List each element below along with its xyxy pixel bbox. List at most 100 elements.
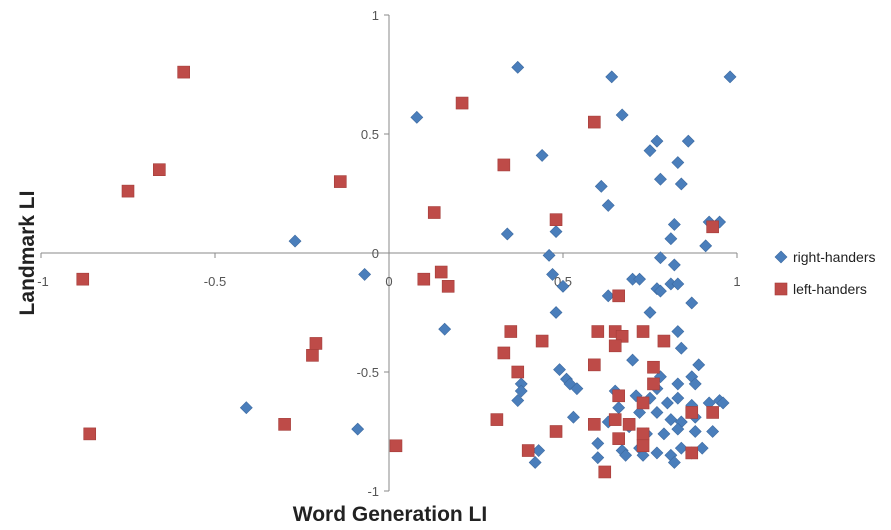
data-point-left-handers	[490, 413, 504, 426]
y-tick-label: -0.5	[357, 365, 379, 380]
data-point-right-handers	[664, 232, 678, 246]
series-right-handers	[239, 60, 737, 469]
data-point-left-handers	[535, 334, 549, 348]
legend-item-right-handers: right-handers	[774, 249, 876, 265]
data-point-left-handers	[121, 184, 135, 198]
data-point-left-handers	[706, 406, 719, 419]
data-point-left-handers	[706, 220, 719, 234]
data-point-right-handers	[674, 441, 688, 455]
data-point-right-handers	[570, 382, 584, 396]
data-point-right-handers	[671, 391, 685, 405]
data-point-right-handers	[410, 110, 424, 124]
data-points	[76, 60, 737, 479]
data-point-left-handers	[647, 360, 660, 374]
data-point-left-handers	[504, 325, 518, 338]
data-point-right-handers	[591, 436, 605, 450]
data-point-right-handers	[549, 306, 563, 319]
data-point-right-handers	[667, 218, 681, 231]
data-point-right-handers	[556, 279, 570, 293]
data-point-left-handers	[441, 280, 455, 293]
y-tick-label: -1	[367, 484, 379, 499]
y-tick-label: 1	[372, 8, 379, 23]
data-point-right-handers	[674, 341, 688, 355]
data-point-right-handers	[633, 272, 646, 286]
data-point-right-handers	[514, 384, 528, 398]
data-point-right-handers	[654, 284, 667, 298]
data-point-left-handers	[591, 325, 605, 338]
data-point-left-handers	[549, 213, 563, 226]
data-point-left-handers	[278, 418, 291, 431]
x-tick-label: 1	[733, 274, 740, 289]
data-point-right-handers	[716, 396, 730, 410]
data-point-right-handers	[636, 448, 650, 462]
x-axis-title: Word Generation LI	[293, 503, 487, 526]
data-point-left-handers	[549, 425, 563, 438]
y-axis-ticks: -1 -0.5 0 0.5 1	[357, 8, 389, 499]
data-point-right-handers	[351, 422, 365, 436]
data-point-right-handers	[532, 444, 546, 457]
data-point-right-handers	[601, 289, 615, 303]
data-point-left-handers	[153, 163, 166, 176]
data-point-right-handers	[549, 225, 563, 239]
data-point-left-handers	[598, 465, 612, 479]
data-point-left-handers	[622, 418, 636, 431]
data-point-right-handers	[239, 401, 253, 415]
data-point-right-handers	[671, 325, 685, 338]
data-point-right-handers	[601, 198, 615, 212]
data-point-right-handers	[594, 179, 608, 193]
data-point-right-handers	[664, 413, 678, 427]
data-point-right-handers	[546, 267, 559, 281]
data-point-right-handers	[528, 456, 542, 469]
data-point-right-handers	[511, 394, 525, 407]
data-point-right-handers	[657, 427, 671, 441]
data-point-left-handers	[647, 377, 660, 391]
data-point-left-handers	[497, 346, 511, 360]
data-point-left-handers	[389, 439, 403, 453]
data-point-left-handers	[497, 158, 511, 172]
data-point-left-handers	[636, 427, 650, 441]
data-point-right-handers	[643, 144, 657, 158]
data-point-left-handers	[511, 365, 525, 379]
data-point-right-handers	[685, 296, 699, 310]
data-point-left-handers	[615, 329, 629, 343]
data-point-right-handers	[567, 410, 580, 424]
data-point-right-handers	[626, 353, 640, 367]
data-point-right-handers	[723, 70, 737, 84]
data-point-left-handers	[636, 325, 650, 338]
legend-label-right-handers: right-handers	[793, 249, 876, 265]
data-point-right-handers	[671, 377, 685, 391]
data-point-right-handers	[706, 425, 720, 438]
data-point-right-handers	[699, 239, 713, 253]
data-point-right-handers	[667, 258, 681, 272]
data-point-right-handers	[695, 441, 709, 455]
data-point-left-handers	[76, 272, 90, 286]
data-point-right-handers	[612, 401, 626, 415]
data-point-right-handers	[633, 406, 646, 419]
data-point-right-handers	[654, 172, 667, 186]
data-point-left-handers	[417, 272, 431, 286]
data-point-right-handers	[667, 456, 681, 469]
data-point-left-handers	[685, 406, 699, 419]
data-point-right-handers	[535, 148, 549, 162]
data-point-left-handers	[333, 175, 347, 188]
legend-item-left-handers: left-handers	[774, 281, 867, 297]
data-point-left-handers	[612, 289, 625, 303]
legend-marker-right-handers	[774, 250, 788, 264]
data-point-right-handers	[619, 448, 633, 462]
data-point-right-handers	[674, 177, 688, 191]
data-point-right-handers	[688, 377, 702, 391]
data-point-right-handers	[553, 363, 566, 377]
x-tick-label: 0	[385, 274, 392, 289]
data-point-right-handers	[660, 396, 674, 410]
data-point-left-handers	[588, 358, 601, 372]
data-point-right-handers	[654, 251, 667, 265]
data-point-right-handers	[615, 108, 629, 122]
data-point-left-handers	[83, 427, 97, 441]
y-tick-label: 0	[372, 246, 379, 261]
data-point-left-handers	[455, 96, 469, 110]
data-point-left-handers	[309, 337, 323, 350]
x-tick-label: -1	[37, 274, 49, 289]
data-point-left-handers	[588, 418, 601, 431]
data-point-right-handers	[688, 425, 702, 438]
data-point-right-handers	[288, 234, 302, 248]
